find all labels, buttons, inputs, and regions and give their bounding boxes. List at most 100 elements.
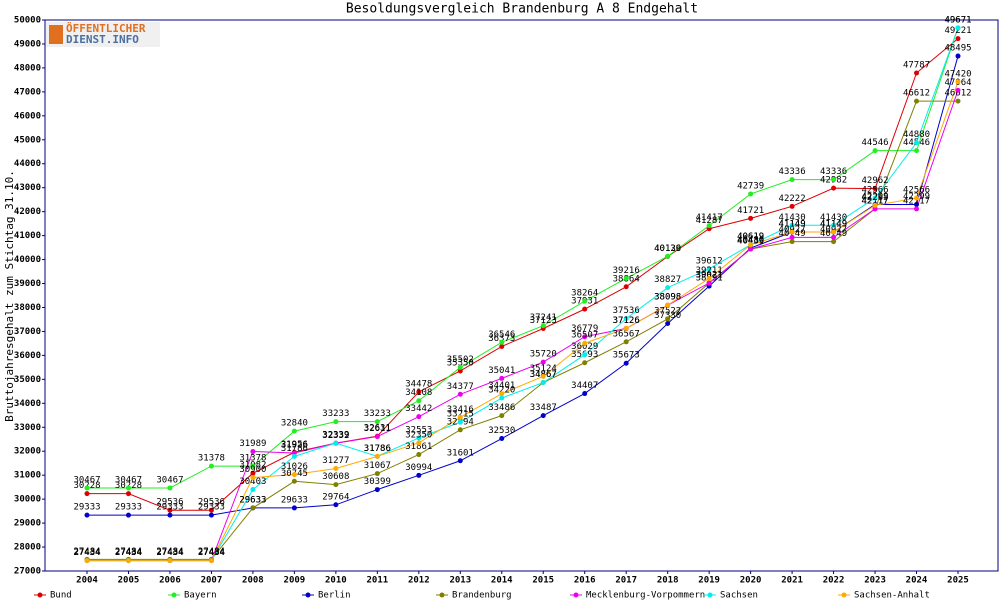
data-point [665,316,671,322]
data-point [499,413,505,419]
data-label: 31378 [239,454,266,464]
data-point [540,380,546,386]
data-label: 36373 [488,334,515,344]
data-point [831,177,837,183]
data-label: 30467 [115,475,142,485]
data-point [208,463,214,469]
data-point [499,395,505,401]
legend-marker [171,592,177,598]
x-tick-label: 2016 [574,576,596,586]
data-point [623,325,629,331]
data-label: 39211 [696,266,723,276]
x-tick-label: 2025 [947,576,969,586]
series-line [87,81,959,562]
data-point [789,234,795,240]
data-point [872,202,878,208]
data-label: 46612 [903,89,930,99]
y-tick-label: 42000 [14,207,41,217]
data-point [291,478,297,484]
data-label: 42962 [862,176,889,186]
data-label: 36779 [571,324,598,334]
x-tick-label: 2020 [740,576,762,586]
x-tick-label: 2018 [657,576,679,586]
data-label: 44546 [862,138,889,148]
data-label: 32350 [405,430,432,440]
data-label: 36546 [488,330,515,340]
data-point [789,229,795,235]
data-label: 29333 [73,503,100,513]
data-label: 27484 [198,547,225,557]
data-label: 29333 [156,503,183,513]
logo-box [46,22,160,47]
data-point [291,472,297,478]
data-label: 33486 [488,403,515,413]
data-label: 31956 [281,440,308,450]
y-tick-label: 48000 [14,63,41,73]
data-label: 34377 [447,382,474,392]
data-point [540,359,546,365]
data-point [831,222,837,228]
x-tick-label: 2017 [615,576,637,586]
data-label: 49671 [944,15,971,25]
data-point [416,398,422,404]
data-point [872,186,878,192]
data-point [872,148,878,154]
y-tick-label: 31000 [14,471,41,481]
data-label: 29536 [156,498,183,508]
data-label: 27484 [115,547,142,557]
x-tick-label: 2014 [491,576,513,586]
data-point [84,491,90,497]
data-label: 29633 [239,495,266,505]
data-label: 31067 [364,461,391,471]
data-label: 37522 [654,306,681,316]
data-label: 32339 [322,431,349,441]
legend-label: Bund [50,591,72,601]
data-point [706,223,712,229]
series-line [87,100,958,560]
legend-label: Sachsen-Anhalt [854,591,930,601]
data-point [665,302,671,308]
data-point [374,487,380,493]
data-label: 29333 [115,503,142,513]
data-point [167,512,173,518]
data-point [582,352,588,358]
data-label: 35350 [447,358,474,368]
data-label: 39612 [696,256,723,266]
data-label: 31861 [405,442,432,452]
data-label: 44880 [903,130,930,140]
data-point [831,185,837,191]
legend-marker [439,592,445,598]
x-tick-label: 2004 [76,576,98,586]
data-point [250,463,256,469]
y-tick-label: 33000 [14,423,41,433]
data-label: 39021 [696,271,723,281]
data-point [84,558,90,564]
y-tick-label: 35000 [14,375,41,385]
x-tick-label: 2008 [242,576,264,586]
x-tick-label: 2009 [284,576,306,586]
legend-label: Berlin [318,591,351,601]
data-label: 31786 [364,444,391,454]
x-tick-label: 2005 [118,576,140,586]
x-tick-label: 2015 [532,576,554,586]
legend-marker [305,592,311,598]
data-label: 38264 [571,289,598,299]
y-tick-label: 27000 [14,567,41,577]
data-label: 37241 [530,313,557,323]
data-point [582,360,588,366]
data-label: 41149 [779,220,806,230]
data-point [208,512,214,518]
data-label: 33416 [447,405,474,415]
data-label: 48495 [944,44,971,54]
data-point [955,87,961,93]
data-label: 31277 [322,456,349,466]
y-tick-label: 30000 [14,495,41,505]
data-point [125,491,131,497]
data-point [789,222,795,228]
y-tick-label: 41000 [14,231,41,241]
data-point [167,485,173,491]
data-label: 43336 [779,167,806,177]
data-point [250,475,256,481]
data-point [457,458,463,464]
series-line [87,38,959,511]
